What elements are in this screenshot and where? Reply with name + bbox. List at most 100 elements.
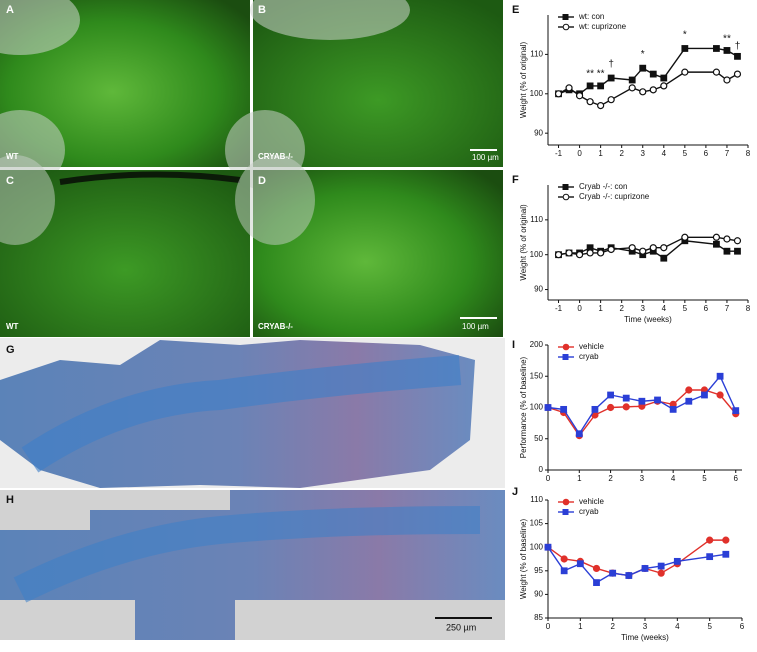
data-point bbox=[628, 84, 636, 92]
legend-symbol bbox=[562, 343, 570, 351]
data-point bbox=[592, 564, 601, 573]
data-point bbox=[597, 82, 605, 90]
annotation: † bbox=[735, 41, 741, 52]
y-axis-label: Weight (% of original) bbox=[519, 204, 528, 281]
scale-label: 250 µm bbox=[446, 622, 476, 632]
x-tick-label: 1 bbox=[598, 149, 603, 158]
data-point bbox=[734, 247, 741, 255]
x-tick-label: 6 bbox=[704, 304, 709, 313]
data-point bbox=[660, 74, 668, 82]
legend-symbol bbox=[562, 509, 569, 515]
panel-label: F bbox=[512, 174, 519, 186]
data-point bbox=[544, 404, 552, 411]
x-tick-label: 5 bbox=[707, 622, 712, 631]
tissue bbox=[0, 155, 55, 245]
series-line bbox=[547, 546, 726, 584]
data-point bbox=[575, 92, 584, 100]
data-point bbox=[575, 251, 584, 259]
x-tick-label: 5 bbox=[683, 304, 688, 313]
data-point bbox=[723, 247, 731, 255]
data-point bbox=[660, 254, 668, 262]
data-point bbox=[544, 543, 552, 551]
data-point bbox=[723, 47, 731, 54]
data-point bbox=[701, 391, 708, 399]
legend-label: wt: con bbox=[578, 12, 604, 21]
legend-symbol bbox=[562, 498, 570, 506]
y-tick-label: 150 bbox=[530, 371, 544, 380]
legend-label: vehicle bbox=[579, 342, 604, 351]
data-point bbox=[575, 430, 583, 438]
x-tick-label: 7 bbox=[725, 304, 730, 313]
data-point bbox=[681, 233, 689, 241]
data-point bbox=[732, 407, 740, 415]
y-tick-label: 110 bbox=[530, 495, 543, 504]
x-tick-label: 2 bbox=[619, 149, 624, 158]
x-tick-label: 3 bbox=[643, 622, 648, 631]
y-tick-label: 95 bbox=[534, 566, 543, 575]
series-line bbox=[558, 236, 738, 256]
panel-label: D bbox=[258, 175, 266, 187]
panel-label: A bbox=[6, 4, 14, 16]
data-point bbox=[722, 550, 730, 558]
data-point bbox=[560, 567, 568, 575]
data-point bbox=[712, 233, 721, 241]
legend-label: cryab bbox=[579, 352, 599, 361]
data-point bbox=[685, 386, 693, 394]
data-point bbox=[597, 249, 605, 257]
data-point bbox=[638, 397, 646, 405]
data-point bbox=[722, 536, 730, 544]
x-tick-label: 0 bbox=[577, 149, 582, 158]
y-tick-label: 110 bbox=[530, 215, 543, 224]
x-tick-label: 0 bbox=[546, 622, 551, 631]
y-tick-label: 105 bbox=[530, 519, 544, 528]
data-point bbox=[609, 569, 617, 577]
y-tick-label: 90 bbox=[534, 590, 543, 599]
x-tick-label: 1 bbox=[577, 474, 582, 483]
y-tick-label: 200 bbox=[530, 340, 544, 349]
x-tick-label: 6 bbox=[740, 622, 745, 631]
data-point bbox=[607, 74, 615, 82]
y-tick-label: 100 bbox=[530, 403, 544, 412]
tissue bbox=[250, 0, 410, 40]
data-point bbox=[657, 562, 665, 570]
data-point bbox=[639, 247, 647, 255]
y-tick-label: 90 bbox=[534, 285, 543, 294]
x-tick-label: 3 bbox=[641, 149, 646, 158]
panel-label: G bbox=[6, 344, 15, 356]
data-point bbox=[622, 403, 630, 411]
annotation: ** bbox=[586, 69, 594, 80]
legend-symbol bbox=[562, 354, 569, 360]
data-point bbox=[733, 70, 742, 78]
y-axis-label: Weight (% of original) bbox=[519, 42, 528, 119]
y-tick-label: 100 bbox=[530, 89, 544, 98]
x-tick-label: 5 bbox=[702, 474, 707, 483]
data-point bbox=[586, 82, 594, 90]
data-point bbox=[554, 90, 563, 98]
data-point bbox=[586, 249, 594, 257]
data-point bbox=[657, 569, 665, 577]
data-point bbox=[591, 405, 599, 413]
data-point bbox=[586, 98, 594, 106]
data-point bbox=[622, 394, 630, 402]
data-point bbox=[654, 396, 661, 404]
x-tick-label: 5 bbox=[683, 149, 688, 158]
y-tick-label: 85 bbox=[534, 613, 543, 622]
data-point bbox=[660, 82, 668, 90]
y-axis-label: Weight (% of baseline) bbox=[519, 519, 528, 600]
x-tick-label: 2 bbox=[610, 622, 615, 631]
panel-label: H bbox=[6, 494, 14, 506]
tissue bbox=[21, 355, 462, 473]
data-point bbox=[565, 84, 573, 92]
x-tick-label: 2 bbox=[608, 474, 613, 483]
data-point bbox=[673, 557, 681, 565]
x-tick-label: 0 bbox=[577, 304, 582, 313]
data-point bbox=[716, 391, 724, 399]
panel-label: B bbox=[258, 4, 266, 16]
caption: CRYAB-/- bbox=[258, 322, 293, 331]
data-point bbox=[607, 96, 615, 104]
x-tick-label: 3 bbox=[641, 304, 646, 313]
y-axis-label: Performance (% of baseline) bbox=[519, 356, 528, 458]
annotation: * bbox=[641, 49, 645, 60]
legend-label: vehicle bbox=[579, 497, 604, 506]
